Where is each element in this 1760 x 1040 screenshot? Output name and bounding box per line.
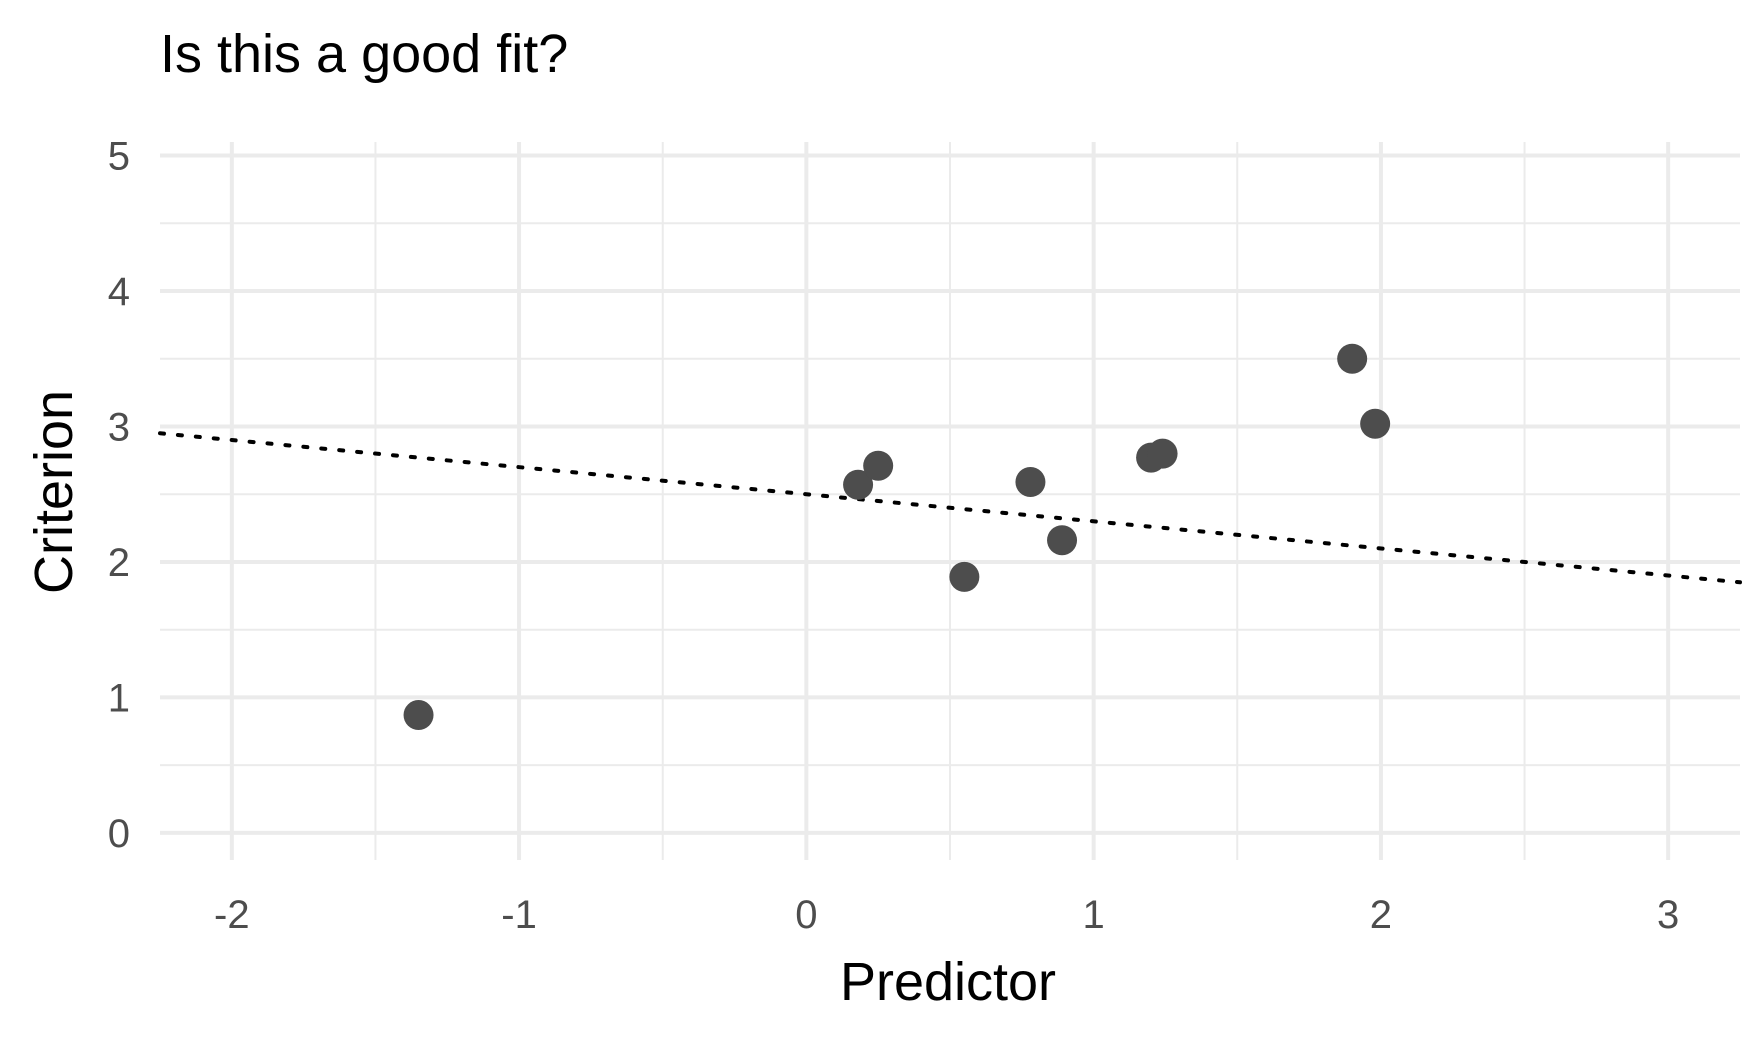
fit-line-group	[158, 431, 1742, 585]
chart-title: Is this a good fit?	[160, 24, 568, 84]
x-tick-label: 0	[795, 893, 817, 937]
data-point	[843, 469, 874, 500]
y-tick-label: 4	[108, 270, 130, 314]
data-point	[403, 700, 434, 731]
data-point	[863, 450, 894, 481]
y-tick-label: 3	[108, 405, 130, 449]
data-point	[1337, 343, 1368, 374]
x-tick-label: -2	[214, 893, 250, 937]
x-tick-label: 2	[1370, 893, 1392, 937]
x-tick-label: 3	[1657, 893, 1679, 937]
grid-minor	[160, 142, 1740, 860]
fit-line	[158, 431, 1742, 585]
data-point	[1147, 438, 1178, 469]
y-tick-label: 0	[108, 812, 130, 856]
data-point	[1015, 467, 1046, 498]
y-tick-labels: 0 1 2 3 4 5	[108, 135, 130, 856]
grid-major	[160, 142, 1740, 860]
y-tick-label: 5	[108, 135, 130, 179]
x-tick-label: 1	[1083, 893, 1105, 937]
data-point	[1047, 525, 1078, 556]
data-point	[949, 561, 980, 592]
x-tick-label: -1	[501, 893, 537, 937]
x-axis-label: Predictor	[840, 952, 1056, 1012]
data-point	[1360, 408, 1391, 439]
y-axis-label: Criterion	[24, 390, 84, 594]
x-tick-labels: -2 -1 0 1 2 3	[214, 893, 1679, 937]
y-tick-label: 1	[108, 676, 130, 720]
data-points	[403, 343, 1391, 731]
y-tick-label: 2	[108, 541, 130, 585]
